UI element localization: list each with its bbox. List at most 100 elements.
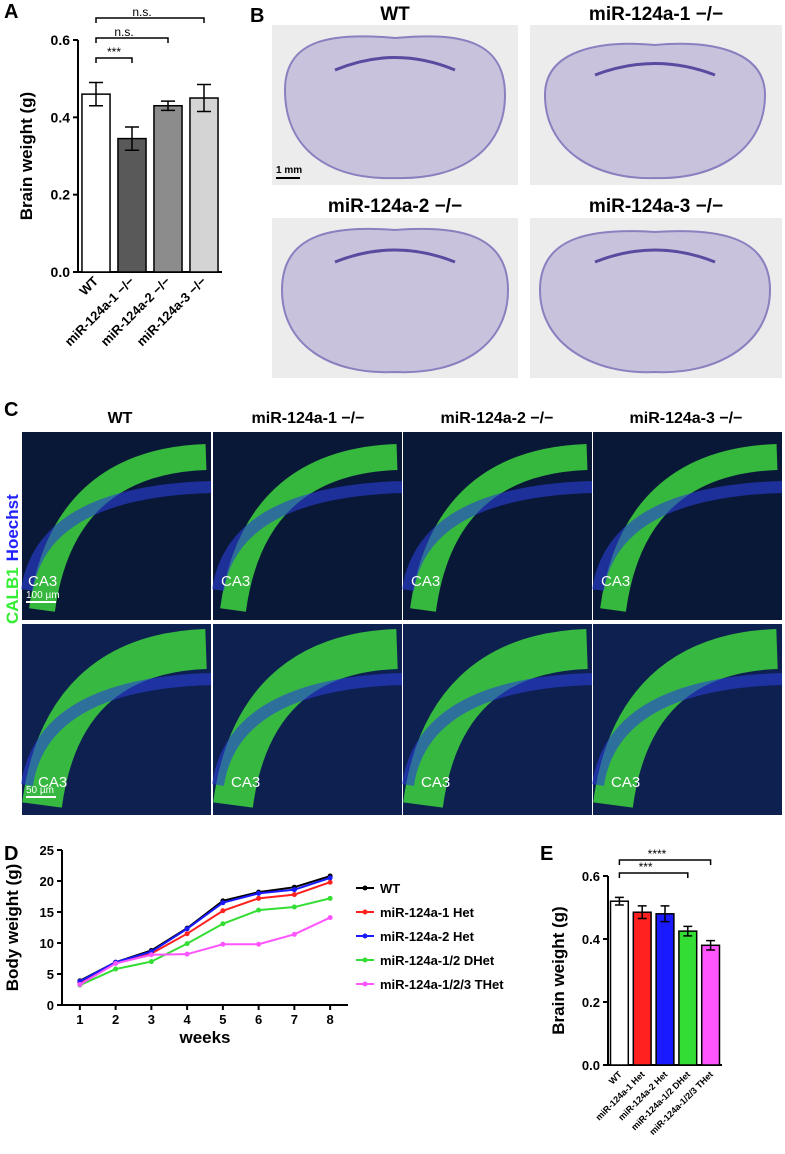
bar	[189, 97, 219, 273]
column-title: miR-124a-2 −/−	[441, 410, 554, 427]
point	[220, 921, 226, 927]
point	[113, 960, 119, 966]
error-bar	[614, 896, 624, 906]
region-label: CA3	[421, 774, 450, 791]
point	[291, 887, 297, 893]
point	[327, 915, 333, 921]
point	[256, 895, 262, 901]
x-tick-label: 1	[76, 1012, 83, 1027]
cell-layer	[220, 444, 398, 612]
bar	[81, 93, 111, 273]
significance-bracket	[618, 859, 712, 865]
stain-label: CALB1 Hoechst	[3, 494, 22, 624]
significance-label: ***	[107, 45, 121, 59]
point	[148, 959, 154, 965]
stain-label: CALB1	[3, 567, 22, 624]
cell-layer	[593, 629, 779, 808]
panel-label: E	[540, 843, 553, 865]
series-line	[79, 897, 331, 987]
point	[291, 892, 297, 898]
point	[113, 966, 119, 972]
point	[327, 875, 333, 881]
image-title: miR-124a-2 −/−	[328, 196, 462, 217]
significance-bracket	[95, 17, 205, 23]
y-axis-label: Body weight (g)	[3, 864, 22, 991]
x-axis-label: weeks	[178, 1028, 230, 1047]
legend-label: miR-124a-2 Het	[380, 929, 475, 944]
cell-layer	[22, 629, 208, 808]
point	[148, 952, 154, 958]
point	[184, 941, 190, 947]
cell-layer	[29, 444, 207, 612]
error-bar	[88, 81, 104, 107]
y-axis-label: Brain weight (g)	[549, 906, 568, 1034]
brain-sections	[272, 25, 782, 378]
image-title: miR-124a-3 −/−	[589, 196, 723, 217]
y-tick-label: 0.4	[582, 932, 601, 947]
region-label: CA3	[411, 573, 440, 590]
nuclei-layer	[212, 673, 403, 786]
nuclei-layer	[592, 481, 783, 592]
x-tick-label: WT	[607, 1069, 624, 1086]
cell-layer	[600, 444, 778, 612]
point	[184, 951, 190, 957]
column-title: miR-124a-1 −/−	[252, 410, 365, 427]
image-title: miR-124a-1 −/−	[589, 4, 723, 25]
bar	[655, 913, 675, 1066]
x-tick-label: 5	[219, 1012, 226, 1027]
point	[220, 908, 226, 914]
significance-label: ***	[639, 860, 653, 874]
y-axis-label: Brain weight (g)	[17, 92, 36, 220]
y-tick-label: 25	[40, 843, 54, 858]
bar	[609, 900, 630, 1066]
y-tick-label: 5	[47, 967, 54, 982]
point	[220, 900, 226, 906]
point	[256, 941, 262, 947]
significance-label: n.s.	[132, 5, 151, 19]
bar	[700, 944, 721, 1066]
scale-bar-label: 100 µm	[26, 590, 60, 601]
significance-label: ****	[648, 847, 667, 861]
point	[256, 890, 262, 896]
error-bar	[160, 100, 176, 112]
point	[77, 982, 83, 988]
y-tick-label: 0.4	[51, 109, 71, 125]
point	[291, 904, 297, 910]
panel-label: B	[250, 5, 264, 27]
point	[220, 941, 226, 947]
scale-bar-label: 50 µm	[26, 785, 54, 796]
x-tick-label: WT	[76, 273, 101, 298]
panel-label: A	[4, 1, 18, 23]
cell-layer	[410, 444, 588, 612]
nuclei-layer	[21, 673, 212, 786]
error-bar	[706, 939, 716, 951]
nuclei-layer	[592, 673, 783, 786]
region-label: CA3	[231, 774, 260, 791]
bar	[117, 137, 147, 273]
region-label: CA3	[28, 573, 57, 590]
scale-bar-label: 1 mm	[276, 165, 302, 176]
error-bar	[196, 83, 212, 113]
x-tick-label: 3	[148, 1012, 155, 1027]
series-line	[79, 876, 331, 983]
panel-label: D	[4, 843, 18, 865]
error-bar	[637, 905, 647, 920]
nuclei-layer	[402, 673, 593, 786]
bar	[678, 930, 698, 1066]
region-label: CA3	[221, 573, 250, 590]
point	[184, 931, 190, 937]
stain-label: Hoechst	[3, 494, 22, 561]
cell-layer	[213, 629, 399, 808]
significance-bracket	[95, 37, 169, 43]
image-title: WT	[380, 4, 410, 25]
legend-swatch	[362, 885, 368, 891]
y-tick-label: 0.6	[51, 32, 71, 48]
fluorescence-images: CA3 CA3 CA3 CA3 CA3 CA3 CA3 CA3	[21, 432, 783, 815]
region-label: CA3	[38, 774, 67, 791]
legend-swatch	[362, 933, 368, 939]
x-tick-label: 6	[255, 1012, 262, 1027]
error-bar	[124, 126, 140, 151]
legend-swatch	[362, 909, 368, 915]
